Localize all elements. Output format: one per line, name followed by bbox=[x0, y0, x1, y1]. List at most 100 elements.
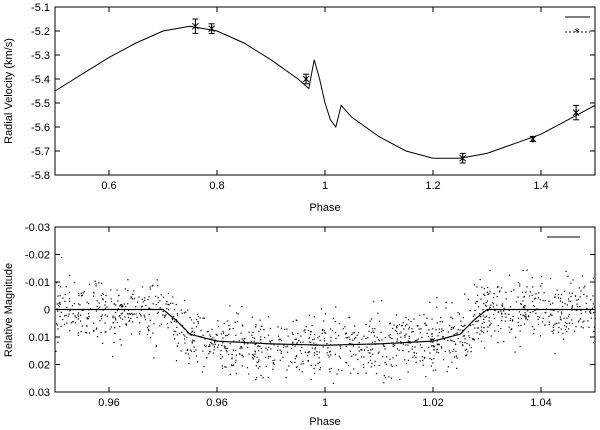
lc-scatter-point bbox=[371, 341, 373, 343]
lc-scatter-point bbox=[520, 313, 522, 316]
lc-scatter-point bbox=[164, 315, 166, 317]
lc-scatter-point bbox=[549, 277, 552, 279]
lc-scatter-point bbox=[566, 317, 568, 319]
lc-scatter-point bbox=[584, 285, 586, 287]
lc-scatter-point bbox=[565, 270, 567, 272]
lc-scatter-point bbox=[537, 315, 539, 318]
lc-scatter-point bbox=[556, 289, 558, 291]
lc-scatter-point bbox=[292, 333, 294, 335]
lc-scatter-point bbox=[77, 318, 79, 320]
lc-scatter-point bbox=[174, 309, 176, 311]
lc-scatter-point bbox=[208, 353, 210, 355]
lc-scatter-point bbox=[118, 295, 120, 297]
lc-scatter-point bbox=[561, 313, 563, 315]
lc-scatter-point bbox=[166, 301, 168, 303]
lc-scatter-point bbox=[252, 336, 254, 339]
lc-scatter-point bbox=[522, 269, 524, 272]
rv-data-point bbox=[529, 135, 537, 143]
lc-scatter-point bbox=[529, 311, 531, 314]
lc-scatter-point bbox=[101, 314, 103, 316]
lc-scatter-point bbox=[351, 355, 353, 357]
lc-scatter-point bbox=[369, 352, 371, 354]
lc-scatter-point bbox=[462, 335, 464, 337]
lc-scatter-point bbox=[374, 360, 376, 362]
lc-scatter-point bbox=[298, 369, 300, 371]
rv-x-tick-label: 1.2 bbox=[425, 180, 440, 192]
lc-scatter-point bbox=[436, 306, 438, 308]
lc-scatter-point bbox=[548, 300, 550, 302]
lc-scatter-point bbox=[405, 333, 407, 335]
lc-scatter-point bbox=[539, 316, 541, 318]
lc-scatter-point bbox=[514, 351, 516, 353]
lc-scatter-point bbox=[481, 286, 483, 288]
lc-scatter-point bbox=[501, 313, 503, 315]
lc-scatter-point bbox=[532, 305, 535, 307]
lc-scatter-point bbox=[540, 276, 543, 278]
lc-scatter-point bbox=[534, 309, 536, 312]
lc-scatter-point bbox=[559, 318, 562, 320]
lc-scatter-point bbox=[193, 346, 195, 348]
lc-scatter-point bbox=[419, 344, 421, 346]
lc-scatter-point bbox=[473, 339, 475, 341]
lc-scatter-point bbox=[251, 316, 253, 318]
lc-scatter-point bbox=[512, 319, 514, 321]
lc-scatter-point bbox=[149, 319, 151, 321]
lc-scatter-point bbox=[529, 291, 531, 293]
lc-scatter-point bbox=[254, 343, 256, 345]
lc-scatter-point bbox=[318, 351, 320, 353]
lc-scatter-point bbox=[165, 314, 167, 316]
lc-scatter-point bbox=[385, 377, 387, 379]
lc-scatter-point bbox=[550, 313, 552, 315]
lc-scatter-point bbox=[231, 357, 233, 359]
lc-scatter-point bbox=[102, 299, 104, 301]
lc-scatter-point bbox=[241, 305, 243, 308]
lc-scatter-point bbox=[520, 303, 522, 306]
lc-scatter-point bbox=[159, 300, 161, 302]
lc-scatter-point bbox=[395, 354, 398, 356]
lc-scatter-point bbox=[358, 350, 360, 352]
lc-scatter-point bbox=[505, 316, 507, 318]
lc-scatter-point bbox=[177, 342, 179, 344]
lc-scatter-point bbox=[59, 316, 61, 318]
lc-scatter-point bbox=[356, 334, 358, 336]
lc-scatter-point bbox=[242, 356, 244, 358]
lc-scatter-point bbox=[467, 351, 469, 353]
lc-scatter-point bbox=[431, 335, 433, 337]
lc-scatter-point bbox=[351, 334, 353, 336]
lc-scatter-point bbox=[450, 339, 452, 341]
lc-scatter-point bbox=[69, 310, 71, 312]
lc-scatter-point bbox=[462, 344, 464, 346]
lc-scatter-point bbox=[271, 340, 273, 342]
lc-scatter-point bbox=[232, 349, 234, 351]
lc-scatter-point bbox=[120, 344, 122, 346]
lc-scatter-point bbox=[392, 327, 394, 329]
lc-y-tick-label: 0.03 bbox=[29, 387, 50, 399]
lc-scatter-point bbox=[114, 318, 117, 320]
lc-scatter-point bbox=[345, 361, 347, 364]
lc-scatter-point bbox=[431, 358, 433, 361]
lc-scatter-point bbox=[508, 326, 510, 328]
lc-scatter-point bbox=[455, 355, 457, 357]
lc-scatter-point bbox=[345, 332, 347, 334]
lc-scatter-point bbox=[125, 323, 127, 325]
lc-scatter-point bbox=[519, 283, 521, 285]
lc-scatter-point bbox=[282, 356, 284, 358]
lc-scatter-point bbox=[489, 325, 491, 327]
lc-scatter-point bbox=[101, 293, 104, 295]
lc-scatter-point bbox=[545, 312, 547, 314]
lc-scatter-point bbox=[431, 318, 433, 320]
lc-scatter-point bbox=[62, 297, 64, 299]
lc-scatter-point bbox=[98, 282, 100, 284]
lc-scatter-point bbox=[166, 308, 168, 310]
lc-scatter-point bbox=[239, 347, 241, 349]
lc-y-axis-label: Relative Magnitude bbox=[3, 263, 15, 357]
lc-scatter-point bbox=[470, 346, 472, 349]
lc-scatter-point bbox=[382, 345, 384, 347]
lc-scatter-point bbox=[425, 376, 427, 378]
lc-scatter-point bbox=[159, 325, 161, 327]
lc-scatter-point bbox=[441, 336, 444, 338]
lc-scatter-point bbox=[592, 277, 594, 280]
lc-scatter-point bbox=[527, 315, 529, 317]
lc-scatter-point bbox=[148, 325, 150, 327]
lc-scatter-point bbox=[187, 348, 189, 351]
